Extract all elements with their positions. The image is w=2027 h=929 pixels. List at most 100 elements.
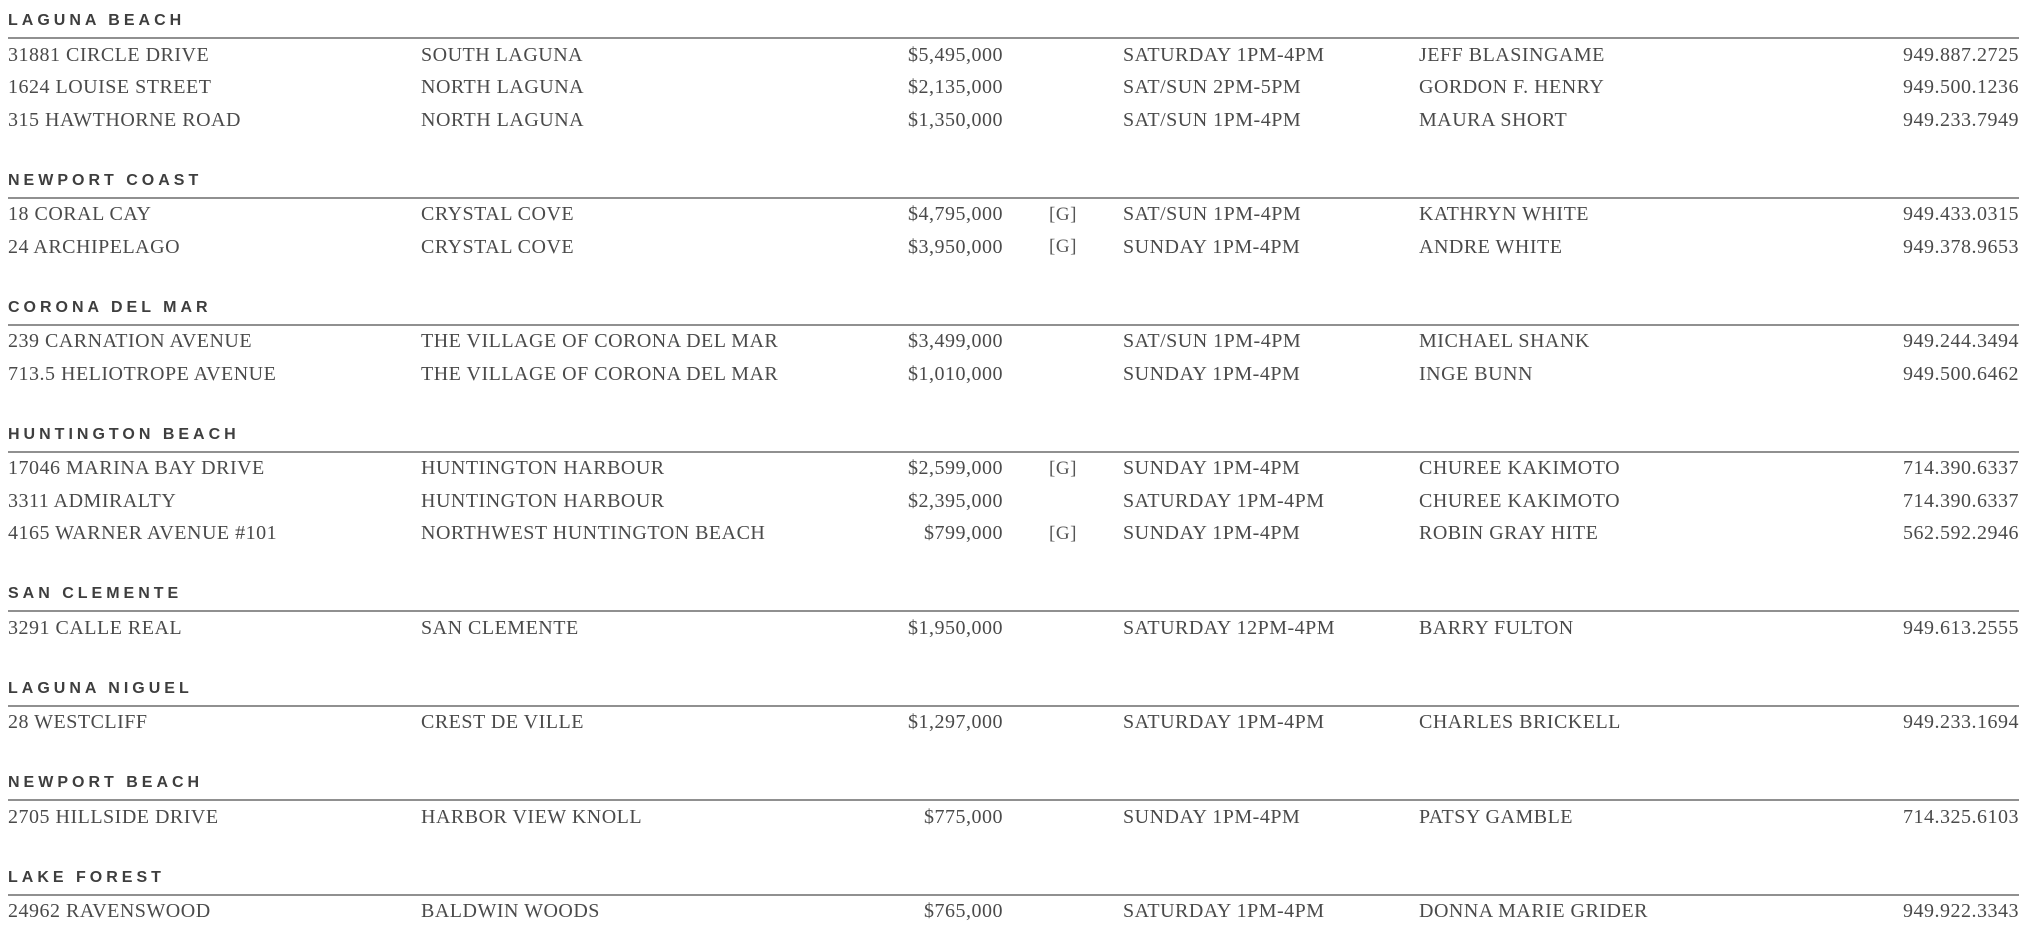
agent-cell: GORDON F. HENRY (1419, 76, 1605, 99)
price-cell: $5,495,000 (908, 43, 1003, 66)
section-rule (8, 893, 2019, 896)
listings-section: NEWPORT COAST 18 CORAL CAY CRYSTAL COVE … (8, 170, 2019, 264)
phone-cell: 949.244.3494 (1903, 330, 2019, 353)
time-cell: SATURDAY 1PM-4PM (1123, 711, 1325, 734)
agent-cell: PATSY GAMBLE (1419, 805, 1573, 828)
g-tag: [G] (1049, 457, 1077, 479)
time-cell: SATURDAY 1PM-4PM (1123, 489, 1325, 512)
section-header: LAGUNA NIGUEL (8, 679, 193, 697)
listing-row: 2705 HILLSIDE DRIVE HARBOR VIEW KNOLL $7… (8, 801, 2019, 834)
phone-cell: 714.390.6337 (1903, 489, 2019, 512)
price-cell: $2,599,000 (908, 457, 1003, 480)
listings-section: LAGUNA BEACH 31881 CIRCLE DRIVE SOUTH LA… (8, 10, 2019, 137)
listing-row: 18 CORAL CAY CRYSTAL COVE $4,795,000 [G]… (8, 199, 2019, 232)
section-rows: 3291 CALLE REAL SAN CLEMENTE $1,950,000 … (8, 612, 2019, 645)
address-cell: 28 WESTCLIFF (8, 711, 148, 734)
section-rule (8, 37, 2019, 39)
section-rows: 24962 RAVENSWOOD BALDWIN WOODS $765,000 … (8, 896, 2019, 929)
agent-cell: CHARLES BRICKELL (1419, 711, 1621, 734)
address-cell: 2705 HILLSIDE DRIVE (8, 805, 219, 828)
time-cell: SUNDAY 1PM-4PM (1123, 235, 1301, 258)
section-rows: 31881 CIRCLE DRIVE SOUTH LAGUNA $5,495,0… (8, 39, 2019, 137)
agent-cell: ANDRE WHITE (1419, 235, 1563, 258)
section-header: SAN CLEMENTE (8, 585, 183, 602)
section-rule (8, 196, 2019, 199)
time-cell: SUNDAY 1PM-4PM (1123, 362, 1301, 385)
listing-row: 31881 CIRCLE DRIVE SOUTH LAGUNA $5,495,0… (8, 39, 2019, 72)
section-rows: 17046 MARINA BAY DRIVE HUNTINGTON HARBOU… (8, 453, 2019, 551)
listings-section: LAKE FOREST 24962 RAVENSWOOD BALDWIN WOO… (8, 867, 2019, 929)
section-header: LAGUNA BEACH (8, 12, 186, 29)
area-cell: CREST DE VILLE (421, 711, 584, 734)
address-cell: 31881 CIRCLE DRIVE (8, 43, 210, 66)
address-cell: 24962 RAVENSWOOD (8, 900, 211, 923)
area-cell: BALDWIN WOODS (421, 900, 600, 923)
agent-cell: MICHAEL SHANK (1419, 330, 1590, 353)
time-cell: SAT/SUN 2PM-5PM (1123, 76, 1302, 99)
section-rule (8, 704, 2019, 707)
address-cell: 3291 CALLE REAL (8, 616, 183, 639)
address-cell: 4165 WARNER AVENUE #101 (8, 522, 278, 545)
phone-cell: 949.233.7949 (1903, 108, 2019, 131)
address-cell: 1624 LOUISE STREET (8, 76, 212, 99)
section-header: NEWPORT BEACH (8, 774, 204, 791)
agent-cell: JEFF BLASINGAME (1419, 43, 1605, 66)
phone-cell: 714.325.6103 (1903, 805, 2019, 828)
address-cell: 713.5 HELIOTROPE AVENUE (8, 362, 277, 385)
price-cell: $2,135,000 (908, 76, 1003, 99)
listing-row: 315 HAWTHORNE ROAD NORTH LAGUNA $1,350,0… (8, 104, 2019, 137)
time-cell: SUNDAY 1PM-4PM (1123, 522, 1301, 545)
phone-cell: 949.613.2555 (1903, 616, 2019, 639)
agent-cell: INGE BUNN (1419, 362, 1533, 385)
time-cell: SUNDAY 1PM-4PM (1123, 457, 1301, 480)
time-cell: SAT/SUN 1PM-4PM (1123, 203, 1302, 226)
g-tag: [G] (1049, 236, 1077, 258)
listing-row: 28 WESTCLIFF CREST DE VILLE $1,297,000 S… (8, 707, 2019, 740)
area-cell: THE VILLAGE OF CORONA DEL MAR (421, 362, 779, 385)
price-cell: $2,395,000 (908, 489, 1003, 512)
area-cell: CRYSTAL COVE (421, 203, 575, 226)
listing-row: 24 ARCHIPELAGO CRYSTAL COVE $3,950,000 [… (8, 231, 2019, 264)
g-tag: [G] (1049, 203, 1077, 225)
address-cell: 3311 ADMIRALTY (8, 489, 177, 512)
price-cell: $1,950,000 (908, 616, 1003, 639)
listing-row: 713.5 HELIOTROPE AVENUE THE VILLAGE OF C… (8, 358, 2019, 391)
area-cell: HARBOR VIEW KNOLL (421, 805, 643, 828)
phone-cell: 949.433.0315 (1903, 203, 2019, 226)
agent-cell: ROBIN GRAY HITE (1419, 522, 1599, 545)
section-rows: 239 CARNATION AVENUE THE VILLAGE OF CORO… (8, 326, 2019, 391)
section-header: LAKE FOREST (8, 868, 165, 886)
area-cell: SOUTH LAGUNA (421, 43, 584, 66)
address-cell: 239 CARNATION AVENUE (8, 330, 253, 353)
area-cell: HUNTINGTON HARBOUR (421, 489, 665, 512)
time-cell: SATURDAY 1PM-4PM (1123, 43, 1325, 66)
phone-cell: 714.390.6337 (1903, 457, 2019, 480)
price-cell: $1,350,000 (908, 108, 1003, 131)
listing-row: 239 CARNATION AVENUE THE VILLAGE OF CORO… (8, 326, 2019, 359)
phone-cell: 949.887.2725 (1903, 43, 2019, 66)
agent-cell: MAURA SHORT (1419, 108, 1568, 131)
section-rule (8, 610, 2019, 612)
agent-cell: DONNA MARIE GRIDER (1419, 900, 1648, 923)
agent-cell: CHUREE KAKIMOTO (1419, 489, 1621, 512)
price-cell: $3,950,000 (908, 235, 1003, 258)
listing-row: 17046 MARINA BAY DRIVE HUNTINGTON HARBOU… (8, 453, 2019, 486)
section-rows: 28 WESTCLIFF CREST DE VILLE $1,297,000 S… (8, 707, 2019, 740)
time-cell: SATURDAY 12PM-4PM (1123, 616, 1336, 639)
address-cell: 18 CORAL CAY (8, 203, 152, 226)
listing-row: 4165 WARNER AVENUE #101 NORTHWEST HUNTIN… (8, 518, 2019, 551)
section-rule (8, 799, 2019, 801)
agent-cell: CHUREE KAKIMOTO (1419, 457, 1621, 480)
price-cell: $775,000 (924, 805, 1003, 828)
phone-cell: 949.922.3343 (1903, 900, 2019, 923)
section-rows: 18 CORAL CAY CRYSTAL COVE $4,795,000 [G]… (8, 199, 2019, 264)
area-cell: NORTH LAGUNA (421, 108, 585, 131)
area-cell: HUNTINGTON HARBOUR (421, 457, 665, 480)
listings-section: CORONA DEL MAR 239 CARNATION AVENUE THE … (8, 297, 2019, 391)
phone-cell: 949.500.6462 (1903, 362, 2019, 385)
g-tag: [G] (1049, 522, 1077, 544)
section-header: CORONA DEL MAR (8, 298, 212, 316)
phone-cell: 949.500.1236 (1903, 76, 2019, 99)
listing-row: 1624 LOUISE STREET NORTH LAGUNA $2,135,0… (8, 72, 2019, 105)
price-cell: $1,297,000 (908, 711, 1003, 734)
